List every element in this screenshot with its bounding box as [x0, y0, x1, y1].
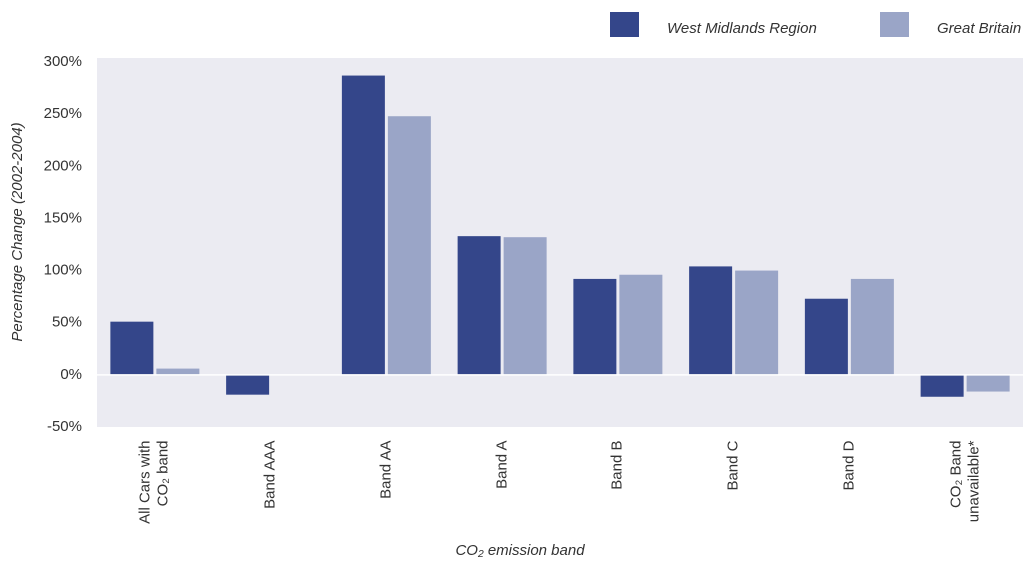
x-tick-label: Band A — [493, 440, 511, 489]
x-axis-label: CO₂ emission band — [455, 542, 585, 559]
x-tick-label: Band C — [724, 440, 742, 491]
y-tick-label: 250% — [44, 105, 82, 122]
legend-label: Great Britain — [937, 20, 1021, 37]
legend-swatch — [880, 12, 909, 37]
y-tick-label: 100% — [44, 262, 82, 279]
y-tick-label: 150% — [44, 209, 82, 226]
y-tick-label: 0% — [60, 366, 82, 383]
x-tick-label: Band AA — [377, 440, 395, 499]
bar — [804, 298, 848, 375]
bar — [503, 237, 547, 375]
bar — [226, 374, 270, 395]
bar — [850, 278, 894, 375]
legend-swatch — [610, 12, 639, 37]
y-axis-label: Percentage Change (2002-2004) — [9, 122, 26, 341]
x-tick-label: Band AAA — [261, 440, 279, 509]
bar — [156, 368, 200, 375]
y-tick-label: 200% — [44, 157, 82, 174]
bar — [387, 116, 431, 375]
x-tick-label: Band D — [840, 440, 858, 491]
x-tick-label: CO₂ Band unavailable* — [947, 440, 983, 523]
bar — [341, 75, 385, 375]
x-tick-label: Band B — [608, 440, 626, 490]
bar — [573, 278, 617, 375]
bar — [735, 270, 779, 375]
bar — [966, 374, 1010, 392]
y-tick-label: -50% — [47, 418, 82, 435]
x-tick-label: All Cars with CO₂ band — [136, 440, 172, 524]
bar — [110, 321, 154, 375]
bar — [689, 266, 733, 375]
bar — [619, 274, 663, 375]
legend-label: West Midlands Region — [667, 20, 817, 37]
bar — [457, 236, 501, 375]
y-tick-label: 50% — [52, 314, 82, 331]
y-tick-label: 300% — [44, 53, 82, 70]
bar — [920, 374, 964, 397]
